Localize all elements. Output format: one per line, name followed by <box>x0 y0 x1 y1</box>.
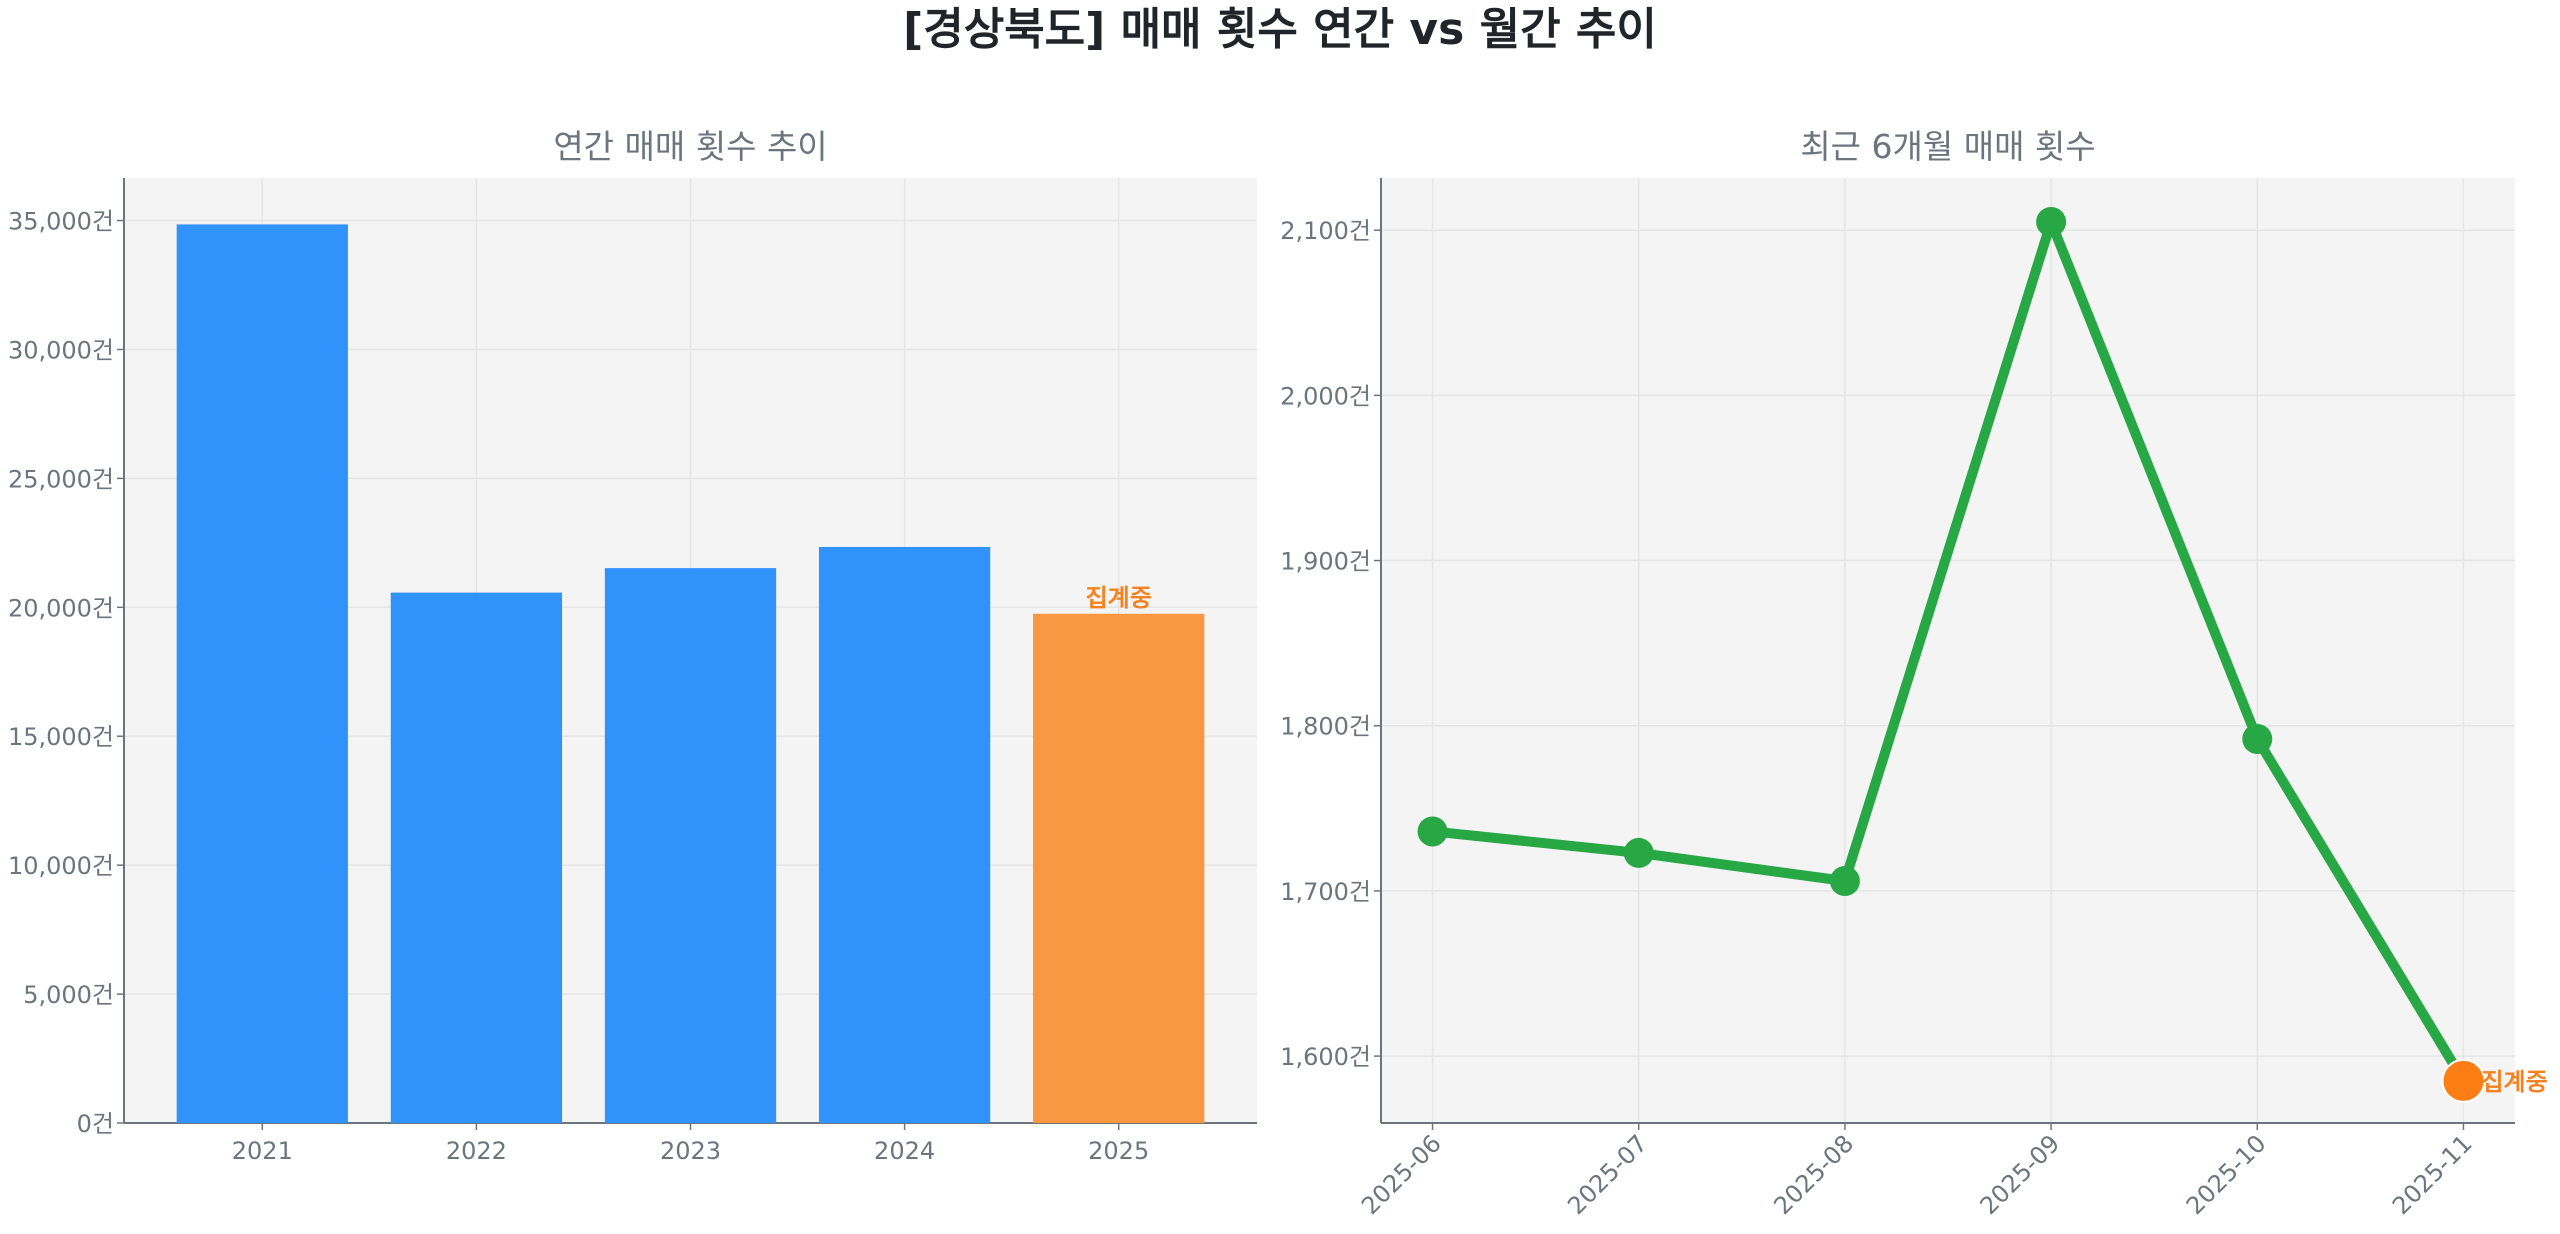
data-point-2025-09 <box>2036 206 2067 237</box>
y-tick-label: 25,000건 <box>8 465 114 493</box>
y-tick-label: 5,000건 <box>23 981 114 1009</box>
series-line <box>1432 216 2468 1084</box>
bar-2025 <box>1033 613 1205 1123</box>
data-point-2025-07 <box>1623 837 1654 868</box>
bar-2023 <box>604 568 777 1123</box>
data-point-2025-11 <box>2441 1058 2486 1103</box>
annual-bar-chart: 0건 5,000건 10,000건 15,000건 20,000건 25,000건 30,0… <box>8 127 1257 1165</box>
x-tick-label: 2025-08 <box>1768 1129 1859 1220</box>
y-tick-label: 10,000건 <box>8 852 114 880</box>
bar-annotation: 집계중 <box>1086 584 1152 612</box>
bar-2021 <box>176 224 348 1124</box>
y-tick-label: 15,000건 <box>8 723 114 751</box>
x-tick-label: 2025-10 <box>2181 1129 2272 1220</box>
x-tick-label: 2025-09 <box>1975 1129 2066 1220</box>
y-tick-label: 0건 <box>77 1110 114 1138</box>
y-tick-label: 1,800건 <box>1280 713 1371 741</box>
y-tick-label: 35,000건 <box>8 208 114 236</box>
bar-2022 <box>390 592 563 1123</box>
subplot-title: 연간 매매 횟수 추이 <box>553 127 827 166</box>
y-tick-label: 20,000건 <box>8 594 114 622</box>
x-tick-label: 2022 <box>446 1137 507 1165</box>
monthly-line-chart: 1,600건 1,700건 1,800건 1,900건 2,000건 2,100건 2025… <box>1280 127 2548 1220</box>
y-tick-label: 2,100건 <box>1280 217 1371 245</box>
y-tick-label: 2,000건 <box>1280 382 1371 410</box>
plot-area <box>1381 178 2515 1123</box>
subplot-title: 최근 6개월 매매 횟수 <box>1800 127 2095 166</box>
y-tick-label: 1,700건 <box>1280 878 1371 906</box>
x-tick-label: 2025-06 <box>1356 1129 1447 1220</box>
x-tick-label: 2023 <box>660 1137 721 1165</box>
y-tick-label: 30,000건 <box>8 336 114 364</box>
data-point-2025-10 <box>2242 723 2273 754</box>
figure-title: [경상북도] 매매 횟수 연간 vs 월간 추이 <box>903 4 1657 55</box>
x-tick-label: 2025 <box>1088 1137 1149 1165</box>
y-tick-label: 1,900건 <box>1280 548 1371 576</box>
y-tick-label: 1,600건 <box>1280 1043 1371 1071</box>
bar-2024 <box>818 546 991 1123</box>
x-tick-label: 2021 <box>232 1137 293 1165</box>
data-point-2025-08 <box>1829 866 1860 897</box>
x-tick-label: 2024 <box>874 1137 935 1165</box>
x-tick-label: 2025-07 <box>1562 1129 1653 1220</box>
data-point-2025-06 <box>1417 816 1448 847</box>
point-annotation: 집계중 <box>2481 1068 2547 1096</box>
x-tick-label: 2025-11 <box>2387 1129 2478 1220</box>
